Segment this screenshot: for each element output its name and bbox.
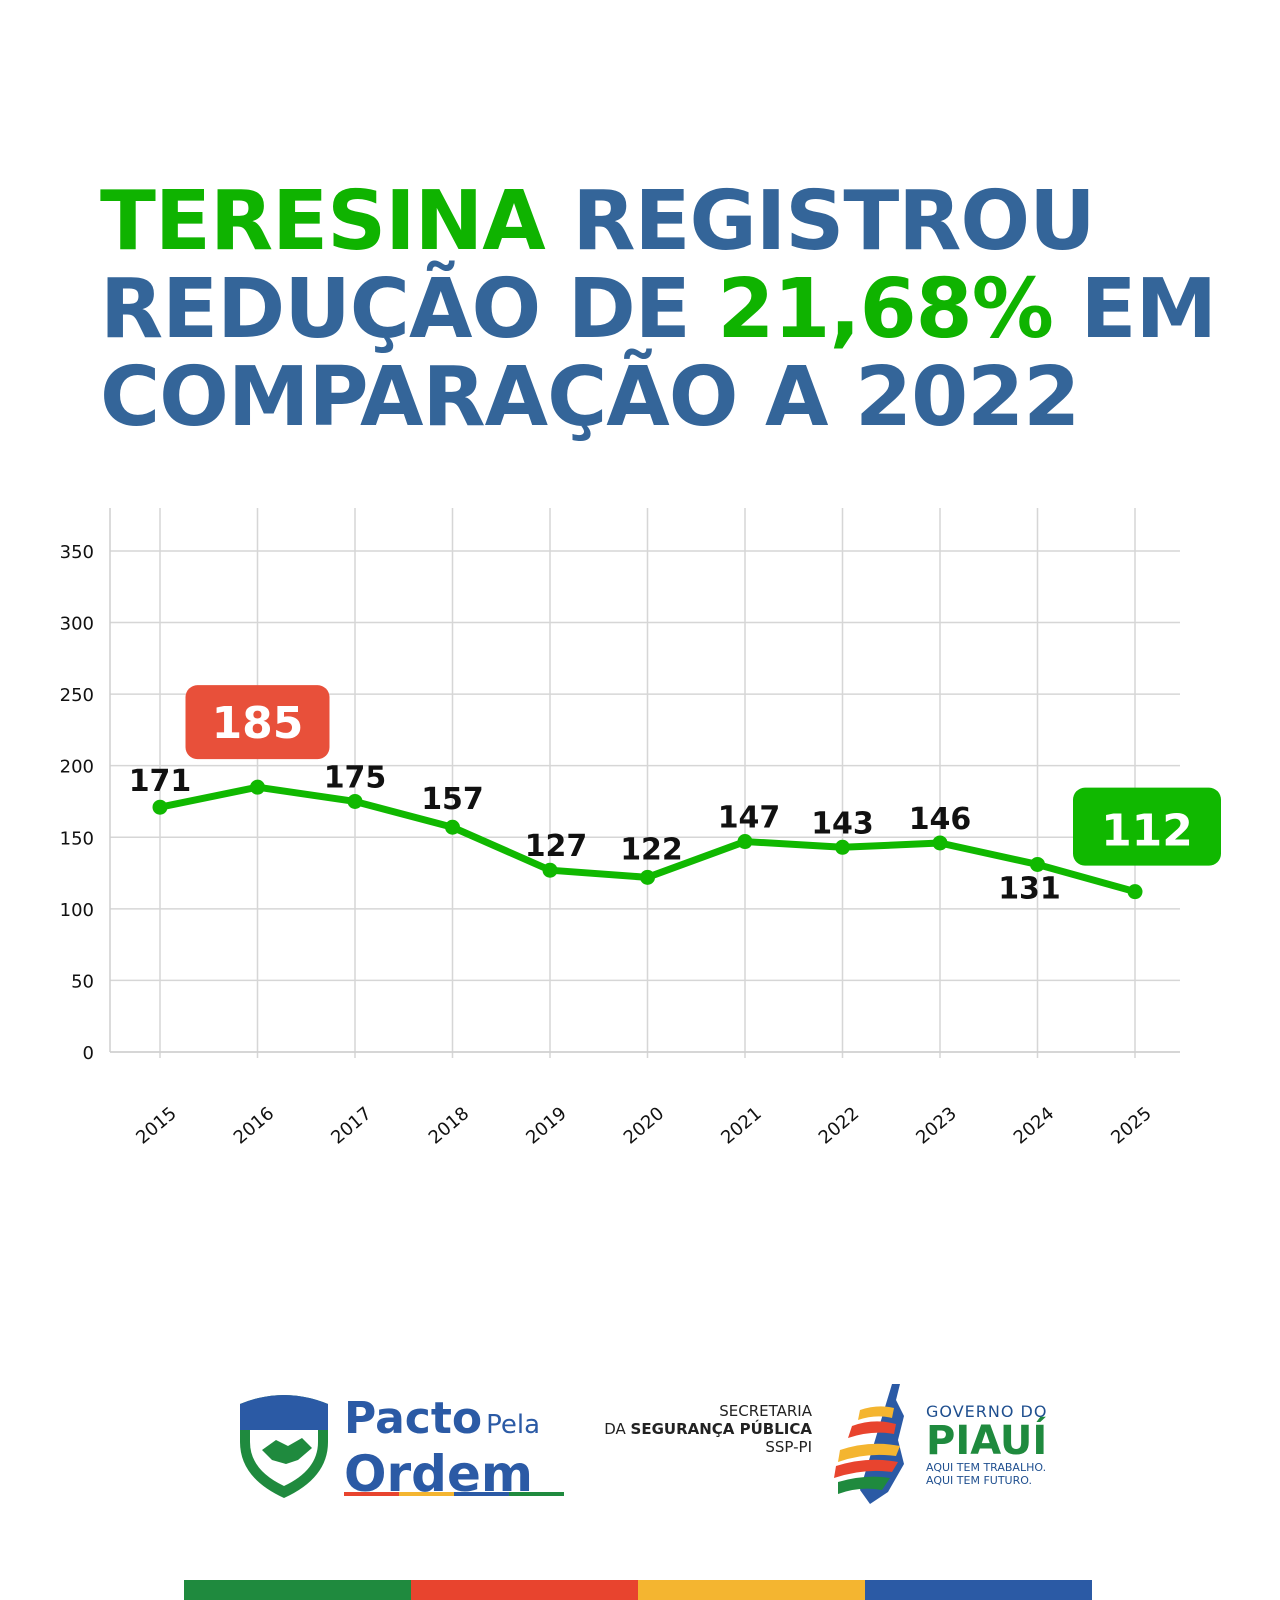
- y-tick-label-100: 100: [60, 900, 94, 921]
- headline-reduction-text: REDUÇÃO DE: [100, 262, 718, 357]
- headline-percentage: 21,68%: [717, 262, 1054, 357]
- headline-line-1: TERESINA REGISTROU: [100, 178, 1220, 266]
- data-labels: 171 175 157 127 122 147 143 146 131: [129, 760, 1061, 906]
- chart-series: [152, 779, 1143, 900]
- governo-text: GOVERNO DO PIAUÍ AQUI TEM TRABALHO. AQUI…: [926, 1402, 1047, 1487]
- data-point-2016: [250, 779, 265, 795]
- data-point-2020: [640, 869, 655, 885]
- y-tick-label-200: 200: [60, 757, 94, 778]
- max-badge: [185, 685, 330, 760]
- piaui-map-icon: [834, 1384, 904, 1504]
- data-point-2024: [1030, 856, 1045, 872]
- data-point-2022: [835, 839, 850, 855]
- pacto-color-stripe: [344, 1492, 564, 1496]
- bottom-color-bar: [184, 1580, 1092, 1600]
- shield-handshake-icon: [240, 1395, 328, 1498]
- last-badge: [1073, 787, 1221, 866]
- data-point-2017: [347, 793, 363, 809]
- data-label-2021: 147: [718, 801, 781, 836]
- headline-line-2: REDUÇÃO DE 21,68% EM: [100, 266, 1220, 354]
- x-tick-label-2020: 2020: [620, 1103, 669, 1149]
- bar-segment-blue: [865, 1580, 1092, 1600]
- ssp-line-3: SSP-PI: [765, 1438, 812, 1456]
- pacto-title: Pacto Pela Ordem: [344, 1393, 541, 1503]
- data-point-2023: [932, 835, 948, 851]
- pacto-word: Pacto: [344, 1393, 483, 1444]
- data-point-2021: [737, 834, 753, 850]
- headline: TERESINA REGISTROU REDUÇÃO DE 21,68% EM …: [100, 178, 1220, 442]
- governo-do: GOVERNO DO: [926, 1402, 1048, 1421]
- bar-segment-green: [184, 1580, 411, 1600]
- x-tick-label-2025: 2025: [1107, 1103, 1156, 1149]
- ordem-word: Ordem: [344, 1445, 533, 1503]
- data-label-2023: 146: [909, 802, 972, 837]
- headline-line-3: COMPARAÇÃO A 2022: [100, 350, 1080, 445]
- x-tick-label-2015: 2015: [132, 1103, 181, 1149]
- y-axis: 0 50 100 150 200 250 300 350: [60, 542, 94, 1064]
- y-tick-label-250: 250: [60, 685, 94, 706]
- y-tick-label-50: 50: [71, 971, 94, 992]
- ssp-line-2: DA SEGURANÇA PÚBLICA: [572, 1420, 812, 1438]
- last-badge-label: 112: [1101, 806, 1193, 857]
- x-tick-label-2023: 2023: [912, 1103, 961, 1149]
- headline-city: TERESINA: [100, 174, 546, 269]
- max-badge-label: 185: [212, 698, 304, 749]
- x-tick-label-2024: 2024: [1010, 1103, 1059, 1149]
- chart-grid: [109, 508, 1180, 1058]
- data-point-2015: [152, 799, 168, 815]
- x-tick-label-2021: 2021: [717, 1103, 766, 1149]
- ssp-line-1: SECRETARIA: [719, 1402, 812, 1420]
- data-label-2018: 157: [421, 782, 484, 817]
- data-label-2019: 127: [525, 829, 588, 864]
- y-tick-label-150: 150: [60, 828, 94, 849]
- footer-logos: Pacto Pela Ordem SECRETARIA DA SEGURANÇA …: [0, 1380, 1280, 1520]
- ssp-line-2-prefix: DA: [604, 1420, 631, 1438]
- headline-verb: REGISTROU: [544, 174, 1095, 269]
- headline-em: EM: [1052, 262, 1217, 357]
- pacto-pela-ordem-logo: Pacto Pela Ordem: [232, 1390, 572, 1500]
- x-axis: 2015 2016 2017 2018 2019 2020 2021 2022 2023 2024…: [132, 1103, 1156, 1149]
- x-tick-label-2018: 2018: [425, 1103, 474, 1149]
- x-tick-label-2022: 2022: [815, 1103, 864, 1149]
- data-point-2018: [445, 819, 460, 835]
- highlight-badges: 185 112: [185, 685, 1221, 866]
- data-point-2019: [542, 862, 558, 878]
- y-tick-label-0: 0: [83, 1043, 94, 1064]
- bar-segment-red: [411, 1580, 638, 1600]
- y-tick-label-350: 350: [60, 542, 94, 563]
- slogan-line-2: AQUI TEM FUTURO.: [926, 1474, 1032, 1487]
- piaui-word: PIAUÍ: [926, 1418, 1048, 1464]
- data-label-2020: 122: [620, 832, 683, 867]
- data-point-2025: [1127, 884, 1143, 900]
- bar-segment-yellow: [638, 1580, 865, 1600]
- x-tick-label-2017: 2017: [327, 1103, 376, 1149]
- data-label-2017: 175: [324, 760, 387, 795]
- pela-word: Pela: [486, 1410, 541, 1440]
- ssp-logo-text: SECRETARIA DA SEGURANÇA PÚBLICA SSP-PI: [572, 1402, 812, 1456]
- data-label-2015: 171: [129, 764, 192, 799]
- slogan-line-1: AQUI TEM TRABALHO.: [926, 1461, 1047, 1474]
- data-label-2024: 131: [998, 871, 1061, 906]
- data-label-2022: 143: [811, 806, 874, 841]
- y-tick-label-300: 300: [60, 614, 94, 635]
- x-tick-label-2019: 2019: [522, 1103, 571, 1149]
- governo-piaui-logo: GOVERNO DO PIAUÍ AQUI TEM TRABALHO. AQUI…: [830, 1380, 1090, 1520]
- x-tick-label-2016: 2016: [230, 1103, 279, 1149]
- ssp-line-2-bold: SEGURANÇA PÚBLICA: [630, 1420, 812, 1438]
